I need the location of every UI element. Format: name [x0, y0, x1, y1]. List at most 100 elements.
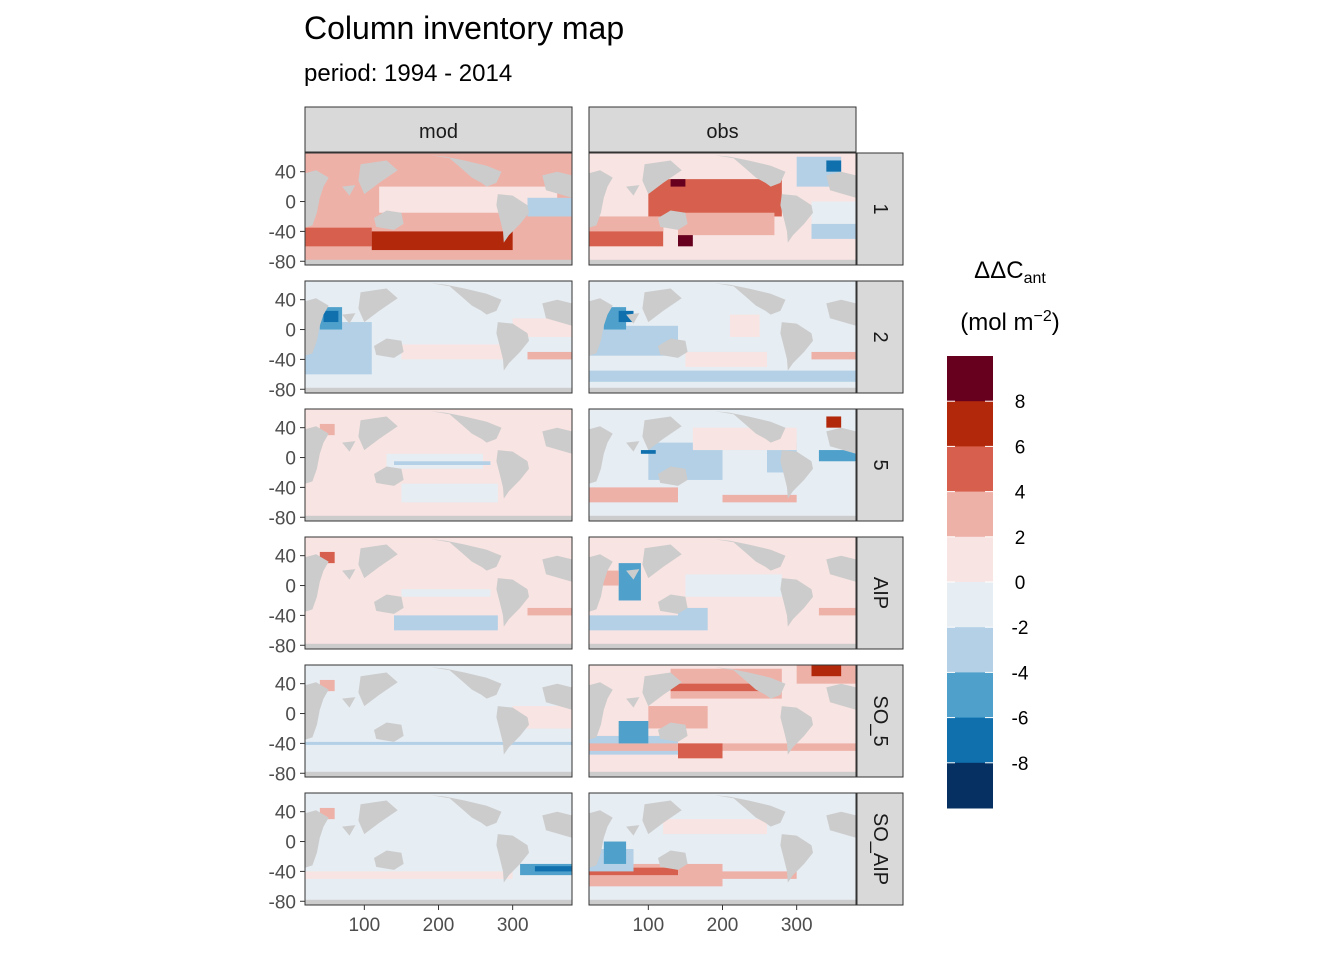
legend-tick-label: 2 [1015, 528, 1026, 549]
legend-swatch [947, 491, 993, 538]
y-tick-label: -80 [269, 252, 296, 273]
land-mask [342, 697, 356, 708]
land-mask [715, 155, 786, 187]
y-tick-label: 40 [275, 675, 296, 696]
land-mask [431, 795, 502, 827]
land-mask [542, 811, 572, 838]
legend-swatch [947, 446, 993, 493]
land-mask [589, 170, 613, 228]
panel-border [304, 536, 573, 650]
anomaly-cell [319, 807, 335, 820]
y-tick-label: 40 [275, 803, 296, 824]
land-mask [342, 441, 356, 452]
x-tick-label: 300 [781, 915, 813, 936]
panel-mod-SO_5 [305, 665, 572, 777]
anomaly-cell [527, 197, 572, 217]
anomaly-cell [618, 721, 649, 744]
x-tick-label: 200 [707, 915, 739, 936]
panel-obs-SO_AIP [589, 793, 856, 905]
land-mask [658, 722, 688, 742]
panel-mod-SO_AIP [305, 793, 572, 905]
land-mask [589, 426, 613, 484]
anomaly-cell [618, 563, 641, 601]
y-tick-label: 0 [285, 833, 296, 854]
panel-border [588, 408, 857, 522]
anomaly-cell [678, 607, 708, 631]
panel-obs-2 [589, 281, 856, 393]
land-mask [342, 825, 356, 836]
land-mask [374, 338, 404, 358]
facet-label-obs: obs [706, 121, 738, 143]
land-mask [658, 850, 688, 870]
land-mask [305, 810, 329, 868]
land-mask [780, 706, 813, 755]
y-tick-label: -40 [269, 606, 296, 627]
anomaly-cell [648, 179, 782, 217]
land-mask [780, 322, 813, 371]
facet-label-row-2: 2 [869, 331, 891, 342]
legend-tick-label: -8 [1012, 754, 1029, 775]
legend-swatch [947, 536, 993, 583]
chart-subtitle: period: 1994 - 2014 [304, 60, 513, 87]
x-tick-label: 300 [497, 915, 529, 936]
panel-mod-2 [305, 281, 572, 393]
land-mask [358, 672, 398, 707]
land-mask [542, 555, 572, 582]
anomaly-cell [534, 866, 572, 872]
anomaly-cell [305, 871, 513, 879]
anomaly-cell [401, 344, 513, 360]
panel-border [304, 664, 573, 778]
land-mask [589, 810, 613, 868]
legend-title-line2: (mol m−2) [960, 308, 1060, 336]
panel-border [588, 152, 857, 266]
panel-obs-AIP [589, 537, 856, 649]
legend-title-line1: ΔΔCant [974, 257, 1046, 287]
anomaly-cell [811, 201, 856, 224]
y-tick-label: 0 [285, 193, 296, 214]
land-mask [715, 283, 786, 315]
facet-label-mod: mod [419, 121, 458, 143]
land-mask [358, 800, 398, 835]
facet-strip-row-SO_5 [856, 664, 904, 778]
panel-border [304, 280, 573, 394]
panel-border [588, 536, 857, 650]
y-tick-label: 0 [285, 705, 296, 726]
land-mask [496, 706, 529, 755]
anomaly-cell [618, 310, 634, 323]
x-tick-label: 100 [632, 915, 664, 936]
anomaly-cell [826, 160, 842, 172]
anomaly-cell [818, 450, 856, 462]
y-tick-label: 40 [275, 291, 296, 312]
land-mask [374, 594, 404, 614]
land-mask [431, 155, 502, 187]
x-tick-label: 100 [348, 915, 380, 936]
land-mask [589, 298, 613, 356]
anomaly-cell [305, 227, 372, 247]
anomaly-cell [589, 370, 856, 382]
land-mask [542, 171, 572, 198]
land-mask [826, 555, 856, 582]
land-mask [642, 800, 682, 835]
land-mask [358, 544, 398, 579]
anomaly-cell [305, 741, 572, 745]
anomaly-cell [603, 841, 627, 864]
y-tick-label: -40 [269, 350, 296, 371]
legend-swatch [947, 401, 993, 447]
land-mask [780, 834, 813, 883]
panel-obs-5 [589, 409, 856, 521]
facet-strip-mod [304, 106, 573, 153]
land-mask [780, 578, 813, 627]
panel-border [304, 408, 573, 522]
land-mask [826, 171, 856, 198]
anomaly-cell [323, 310, 339, 323]
land-mask [496, 194, 529, 243]
land-mask [305, 682, 329, 740]
anomaly-cell [811, 351, 856, 360]
anomaly-cell [394, 615, 498, 631]
y-tick-label: 40 [275, 419, 296, 440]
legend-tick-label: 4 [1015, 483, 1026, 504]
anomaly-cell [670, 683, 760, 692]
land-mask [780, 194, 813, 243]
land-mask [305, 426, 329, 484]
anomaly-cell [685, 574, 782, 597]
